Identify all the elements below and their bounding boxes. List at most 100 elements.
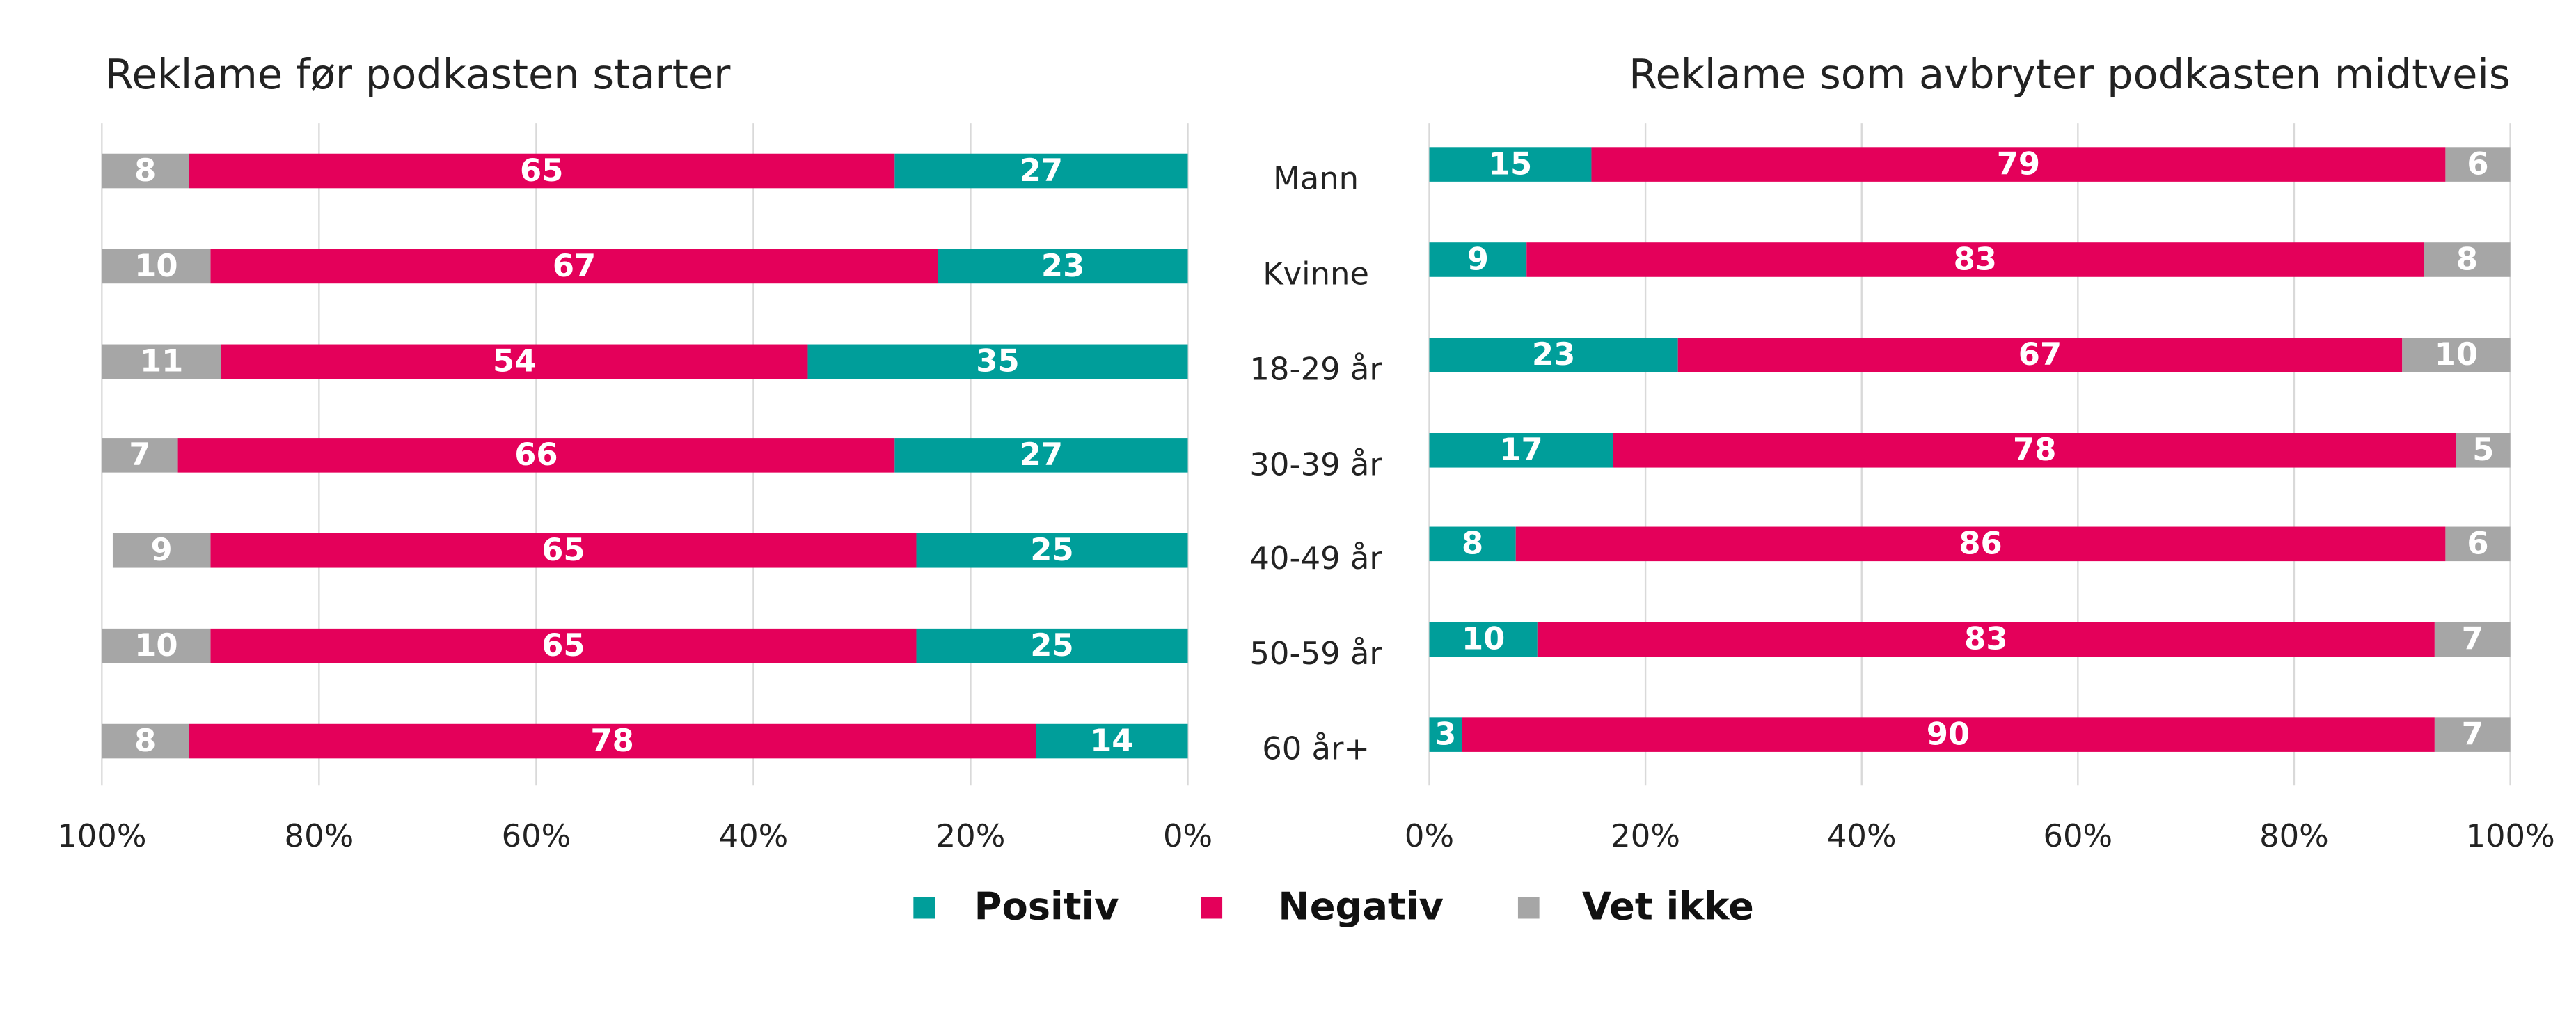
value-label: 14 — [1090, 722, 1133, 759]
category-label: 18-29 år — [1249, 350, 1382, 387]
value-label: 25 — [1030, 627, 1073, 663]
value-label: 7 — [129, 436, 150, 473]
category-label: Mann — [1273, 160, 1359, 197]
bar-segment — [189, 153, 895, 189]
bar-segment — [2424, 242, 2511, 277]
value-label: 17 — [1499, 431, 1542, 468]
bar-segment — [102, 438, 178, 473]
bar-segment — [1429, 717, 1462, 752]
value-label: 65 — [542, 531, 585, 568]
bar-segment — [1036, 723, 1188, 759]
bar-segment — [1526, 242, 2424, 277]
value-label: 83 — [1964, 620, 2007, 657]
bar-segment — [189, 723, 1036, 759]
category-label: 60 år+ — [1262, 730, 1370, 767]
chart-title: Reklame før podkasten starter — [105, 50, 731, 98]
bar-segment — [221, 344, 808, 379]
value-label: 3 — [1435, 715, 1456, 752]
bar-segment — [2434, 622, 2511, 657]
bar-segment — [210, 249, 938, 284]
bar-segment — [102, 628, 211, 663]
value-label: 11 — [140, 343, 183, 379]
bar-segment — [2445, 526, 2511, 562]
bar-segment — [2445, 147, 2511, 182]
value-label: 6 — [2467, 525, 2488, 562]
value-label: 7 — [2462, 620, 2483, 657]
bar-segment — [112, 533, 211, 568]
category-label: 50-59 år — [1249, 635, 1382, 672]
legend-label: Positiv — [974, 884, 1119, 928]
legend-label: Vet ikke — [1582, 884, 1754, 928]
bar-segment — [807, 344, 1188, 379]
value-label: 5 — [2472, 431, 2494, 468]
bar-segment — [916, 533, 1188, 568]
bar-segment — [916, 628, 1188, 663]
category-label: 30-39 år — [1249, 446, 1382, 482]
value-label: 27 — [1020, 152, 1063, 189]
bar-segment — [938, 249, 1188, 284]
value-label: 6 — [2467, 145, 2488, 182]
legend-label: Negativ — [1278, 884, 1444, 928]
x-tick-label: 80% — [285, 817, 354, 854]
value-label: 23 — [1041, 247, 1084, 284]
legend-swatch — [1517, 897, 1540, 919]
bar-segment — [1429, 338, 1678, 372]
value-label: 83 — [1954, 240, 1997, 277]
value-label: 10 — [1462, 620, 1505, 657]
x-tick-label: 100% — [57, 817, 146, 854]
x-tick-label: 0% — [1405, 817, 1454, 854]
bar-segment — [1429, 622, 1538, 657]
x-tick-label: 60% — [502, 817, 571, 854]
value-label: 10 — [134, 247, 177, 284]
x-tick-label: 100% — [2466, 817, 2555, 854]
bar-segment — [894, 438, 1188, 473]
bar-segment — [1515, 526, 2446, 562]
value-label: 78 — [590, 722, 633, 759]
x-tick-label: 60% — [2044, 817, 2113, 854]
value-label: 15 — [1489, 145, 1532, 182]
bar-segment — [1429, 242, 1527, 277]
bar-segment — [210, 628, 917, 663]
bar-segment — [1613, 432, 2456, 468]
value-label: 27 — [1020, 436, 1063, 473]
legend-swatch — [1201, 897, 1223, 919]
bar-segment — [1429, 147, 1592, 182]
x-tick-label: 20% — [1611, 817, 1680, 854]
value-label: 67 — [553, 247, 596, 284]
value-label: 86 — [1959, 525, 2002, 562]
category-label: Kvinne — [1263, 256, 1369, 292]
x-tick-label: 0% — [1163, 817, 1212, 854]
legend-swatch — [913, 897, 935, 919]
bar-segment — [1462, 717, 2435, 752]
bar-segment — [1429, 526, 1516, 562]
x-tick-label: 40% — [719, 817, 789, 854]
value-label: 65 — [520, 152, 563, 189]
value-label: 8 — [2456, 240, 2478, 277]
bar-segment — [1677, 338, 2403, 372]
value-label: 8 — [134, 152, 156, 189]
value-label: 35 — [976, 343, 1019, 379]
value-label: 25 — [1030, 531, 1073, 568]
value-label: 8 — [1462, 525, 1483, 562]
category-label: 40-49 år — [1249, 540, 1382, 576]
value-label: 66 — [514, 436, 558, 473]
bar-segment — [102, 153, 189, 189]
value-label: 10 — [134, 627, 177, 663]
bar-segment — [894, 153, 1188, 189]
value-label: 67 — [2018, 336, 2062, 372]
x-tick-label: 80% — [2259, 817, 2329, 854]
value-label: 7 — [2462, 715, 2483, 752]
value-label: 9 — [151, 531, 173, 568]
bar-segment — [1537, 622, 2435, 657]
value-label: 54 — [493, 343, 536, 379]
value-label: 78 — [2013, 431, 2056, 468]
value-label: 79 — [1997, 145, 2040, 182]
bar-segment — [177, 438, 895, 473]
value-label: 9 — [1467, 240, 1489, 277]
chart-title: Reklame som avbryter podkasten midtveis — [1629, 50, 2510, 98]
bar-segment — [102, 723, 189, 759]
value-label: 90 — [1927, 715, 1970, 752]
x-tick-label: 40% — [1827, 817, 1897, 854]
